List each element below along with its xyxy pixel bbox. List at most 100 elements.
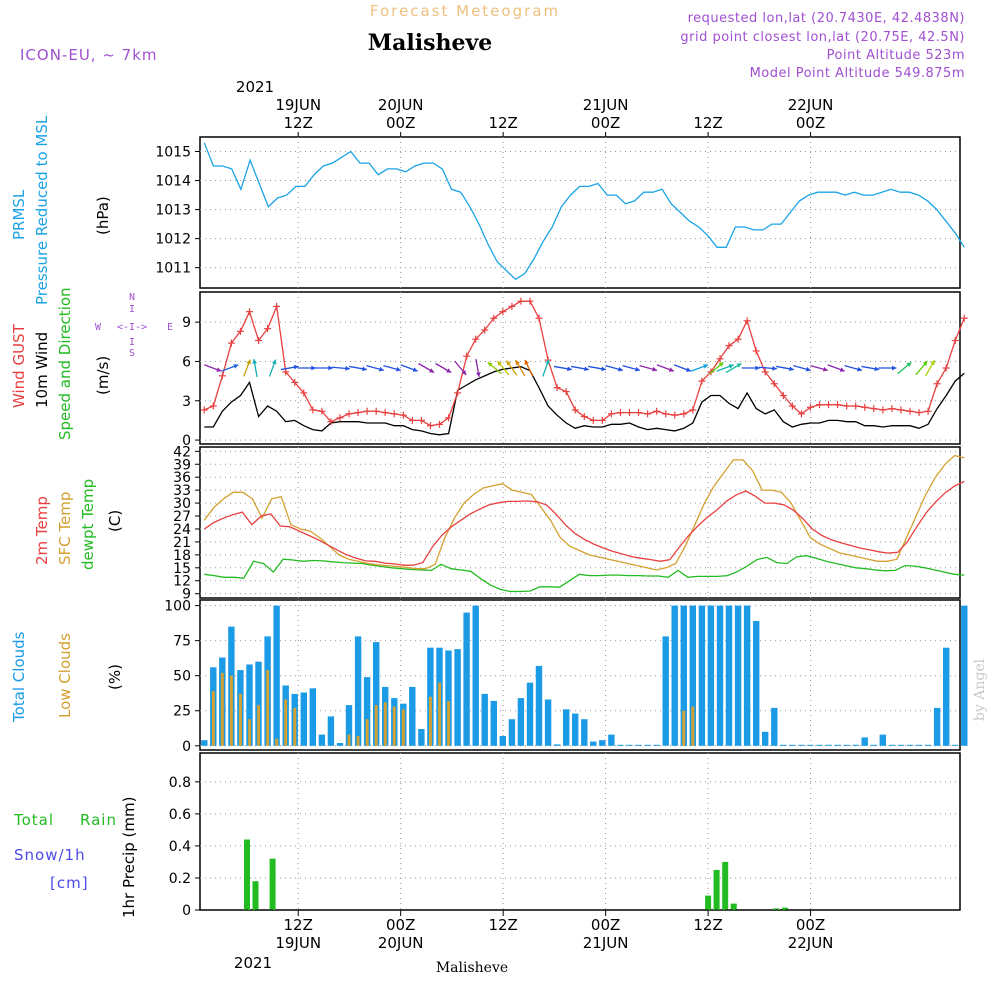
wind-arrow: [758, 366, 777, 371]
gust-point: [689, 406, 697, 414]
pressure-line: [203, 142, 965, 281]
gust-point: [698, 377, 706, 385]
low-cloud-bar: [211, 691, 215, 746]
gust-point: [417, 416, 425, 424]
top-year-label: 2021: [236, 78, 274, 96]
top-hour-label: 00Z: [796, 114, 825, 132]
total-cloud-bar: [563, 709, 570, 746]
wind-arrow-head: [412, 367, 418, 372]
gust-point: [336, 414, 344, 422]
total-cloud-bar: [843, 744, 850, 746]
rain-bar: [252, 881, 259, 910]
wind-arrow-head: [395, 366, 401, 372]
y-tick-label: 1015: [155, 145, 191, 161]
wind-arrow: [515, 359, 526, 377]
wind-arrow-head: [461, 369, 467, 375]
compass-w-label: W: [95, 322, 102, 333]
total-cloud-bar: [716, 605, 724, 746]
wind-arrow-head: [668, 367, 674, 372]
y-tick-label: 100: [164, 599, 191, 615]
top-date-label: 21JUN: [583, 96, 629, 114]
gust-point: [852, 402, 860, 410]
gust-point: [526, 297, 534, 305]
bottom-date-label: 21JUN: [583, 934, 629, 952]
total-cloud-bar: [481, 693, 488, 746]
wind-arrow-head: [857, 366, 862, 372]
total-cloud-bar: [807, 744, 814, 746]
gust-point: [255, 336, 263, 344]
y-tick-label: 1012: [155, 232, 191, 248]
wind-arrow: [383, 365, 401, 372]
gust-point: [752, 347, 760, 355]
total-cloud-bar: [879, 734, 886, 746]
wind-arrow: [673, 364, 692, 372]
total-cloud-bar: [490, 700, 497, 746]
gust-point: [662, 410, 670, 418]
y-tick-label: 24: [173, 522, 191, 538]
gust-point: [580, 412, 588, 420]
wind-arrow-head: [822, 366, 828, 372]
y-tick-label: 21: [173, 535, 191, 551]
wind-arrow: [252, 359, 258, 377]
total-cloud-bar: [725, 605, 733, 746]
gust-point: [535, 314, 543, 322]
wind-arrow-head: [789, 366, 794, 372]
y-tick-label: 0.8: [169, 775, 191, 791]
wind-arrow-head: [703, 364, 709, 369]
total-cloud-bar: [834, 744, 841, 746]
total-cloud-bar: [336, 743, 344, 746]
wind-arrow: [400, 364, 418, 372]
y-tick-label: 6: [182, 354, 191, 370]
y-tick-label: 0: [182, 739, 191, 755]
wind-arrow-head: [545, 359, 550, 365]
y-tick-label: 18: [173, 548, 191, 564]
wind-arrow: [487, 361, 502, 375]
wind-arrow-head: [805, 366, 811, 372]
wind-arrow: [775, 365, 794, 372]
total-cloud-bar: [354, 636, 362, 746]
total-cloud-bar: [852, 744, 859, 746]
wind-arrow: [915, 360, 928, 376]
gust-point: [825, 401, 833, 409]
wind-arrow: [297, 365, 316, 371]
gust-point: [445, 414, 453, 422]
footer-location: Malisheve: [436, 960, 508, 976]
total-cloud-bar: [635, 744, 642, 746]
pressure-label2: Pressure Reduced to MSL: [33, 115, 51, 305]
gust-point: [291, 378, 299, 386]
gust-point: [960, 314, 968, 322]
wind-compass: N I W <-I-> E I S: [95, 292, 173, 359]
wind-arrow: [505, 360, 518, 376]
gust-point: [653, 407, 661, 415]
total-cloud-bar: [870, 744, 877, 746]
total-cloud-bar: [771, 707, 778, 746]
bottom-date-label: 22JUN: [788, 934, 834, 952]
gust-point: [616, 409, 624, 417]
requested-coords: requested lon,lat (20.7430E, 42.4838N): [688, 11, 965, 26]
compass-n-label: N: [129, 292, 135, 303]
gust-point: [770, 380, 778, 388]
total-cloud-bar: [825, 744, 832, 746]
wind-arrow: [435, 362, 452, 374]
wind-arrow-head: [328, 365, 333, 371]
total-cloud-bar: [508, 719, 516, 746]
gust-point: [888, 405, 896, 413]
low-cloud-bar: [230, 675, 233, 746]
total-cloud-bar: [626, 744, 633, 746]
wind-arrow: [418, 362, 435, 374]
gust-point: [797, 410, 805, 418]
wind-arrow: [605, 365, 624, 372]
gust-point: [806, 403, 814, 411]
gust-point: [861, 403, 869, 411]
gust-point: [508, 302, 516, 310]
precip-label-snow: Snow/1h: [14, 846, 86, 864]
wind-arrow-head: [567, 366, 572, 372]
wind-arrow-head: [216, 367, 222, 372]
total-cloud-bar: [734, 605, 742, 746]
total-cloud-bar: [753, 621, 760, 746]
gust-point: [743, 317, 751, 325]
temp-series: [203, 454, 965, 593]
gust-point: [282, 368, 290, 376]
